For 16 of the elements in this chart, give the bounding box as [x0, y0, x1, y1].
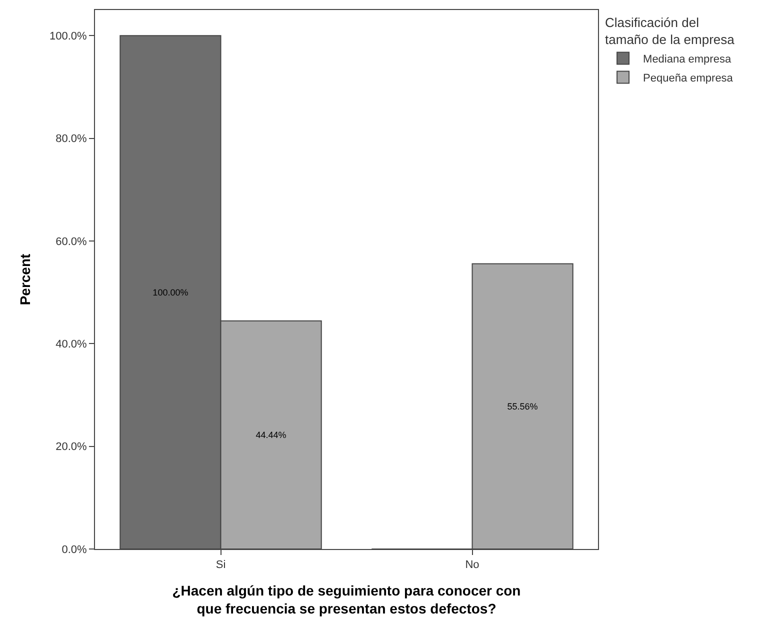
y-tick-label: 60.0%	[56, 236, 88, 248]
x-tick-label: Si	[216, 559, 226, 572]
y-axis-title: Percent	[17, 253, 34, 306]
x-tick-label: No	[465, 559, 480, 572]
legend-title: Clasificación del tamaño de la empresa	[605, 14, 736, 47]
y-tick-label: 80.0%	[56, 133, 88, 146]
data-label: 44.44%	[256, 430, 286, 440]
y-tick-label: 20.0%	[56, 441, 88, 454]
y-tick-label: 0.0%	[62, 544, 88, 556]
y-tick-label: 100.0%	[49, 30, 88, 43]
y-tick-label: 40.0%	[56, 338, 88, 351]
x-axis-title: ¿Hacen algún tipo de seguimiento para conocer con que frecuencia se presentan estos defectos?	[172, 582, 521, 617]
legend-label: Mediana empresa	[643, 54, 732, 66]
legend-label: Pequeña empresa	[643, 72, 734, 85]
data-label: 100.00%	[152, 287, 188, 298]
data-label: 55.56%	[507, 401, 538, 412]
